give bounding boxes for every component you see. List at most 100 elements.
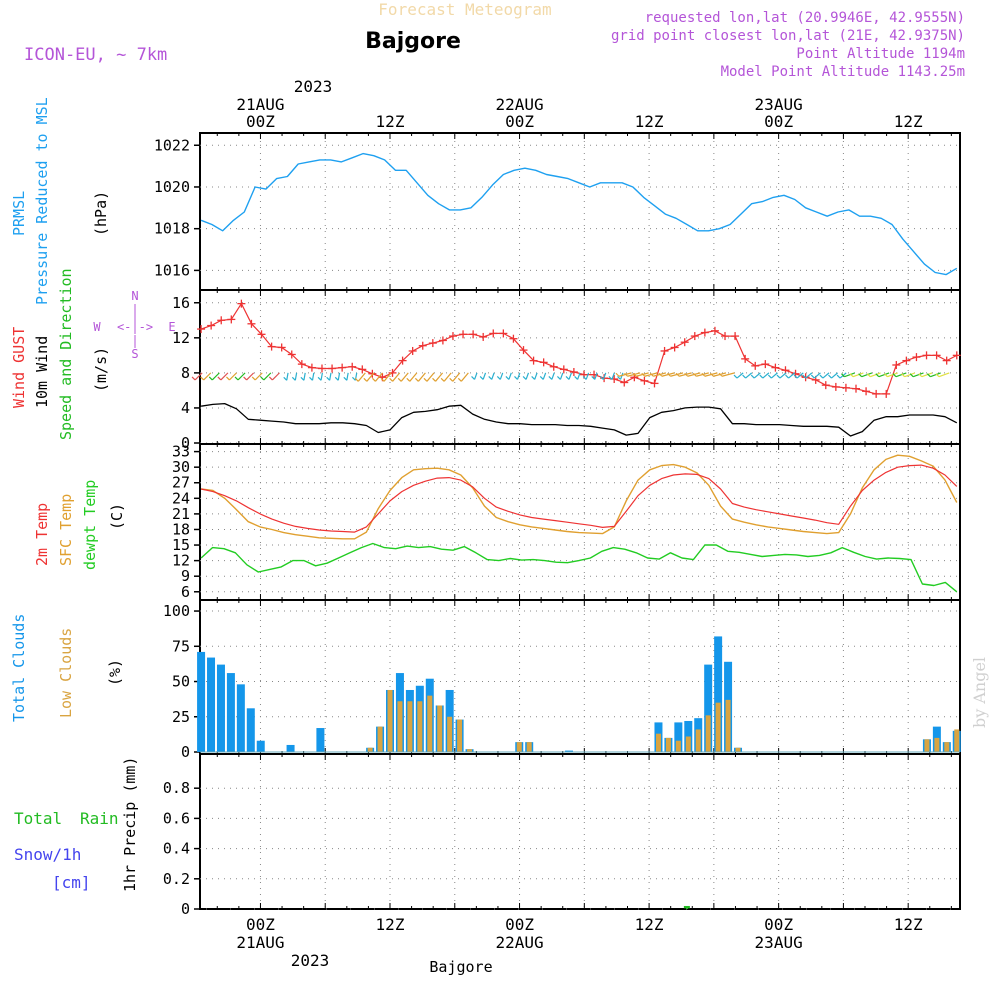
total-cloud-bar: [246, 708, 255, 752]
wind-arrow-head: [531, 376, 536, 380]
wind-arrow: [300, 372, 306, 381]
wind-unit: (m/s): [92, 347, 110, 392]
wind-arrow-head: [849, 373, 854, 378]
wind-arrow-shaft: [736, 372, 744, 379]
gust-marker: [539, 358, 548, 367]
wind-arrow-shaft: [861, 372, 873, 378]
total-cloud-bar: [714, 636, 723, 752]
wind-arrow-head: [742, 374, 747, 379]
wind-arrow-head: [397, 377, 402, 382]
bottom-hour-label: 00Z: [764, 915, 793, 934]
panel-3: 0 25 50 75 100: [163, 599, 961, 761]
rain-bar: [683, 905, 690, 909]
wind-arrow-shaft: [460, 372, 469, 382]
wind-arrow: [251, 372, 263, 381]
top-hour-label: 12Z: [376, 112, 405, 131]
wind-arrow-shaft: [887, 372, 898, 378]
wind-arrow-shaft: [203, 372, 212, 381]
credit-watermark: by Angel: [970, 657, 989, 728]
bottom-day-label: 21AUG: [236, 933, 284, 952]
wind-arrow-shaft: [426, 372, 435, 382]
wind-arrow-head: [208, 376, 213, 381]
wind-arrow-shaft: [568, 372, 572, 380]
top-day-label: 21AUG: [236, 95, 284, 114]
svg-text:W: W: [93, 320, 101, 334]
wind-arrow-head: [371, 377, 376, 382]
wind-arrow: [406, 372, 418, 382]
gust-marker: [207, 321, 216, 330]
panels: 1016101810201022048121669121518212427303…: [154, 132, 961, 918]
y-tick-label: 21: [172, 505, 190, 523]
y-tick-label: 4: [181, 399, 190, 417]
wind-arrow-head: [200, 376, 205, 381]
wind-arrow-shaft: [229, 372, 237, 381]
panel-frame: [199, 132, 961, 291]
bottom-hour-label: 00Z: [505, 915, 534, 934]
wind-arrow: [767, 372, 778, 379]
wind-arrow-head: [457, 377, 462, 382]
prmsl-label: PRMSL: [10, 191, 28, 236]
gust-marker: [751, 361, 760, 370]
wind-arrow: [389, 372, 401, 382]
low-cloud-bar: [447, 716, 453, 752]
wind-arrow: [317, 372, 323, 381]
wind-dir-label: Speed and Direction: [57, 268, 75, 440]
wind-arrow-head: [785, 374, 789, 379]
wind-arrow-head: [866, 373, 871, 378]
wind-arrow-head: [624, 372, 628, 377]
wind-arrow-head: [574, 376, 579, 380]
point-altitude: Point Altitude 1194m: [796, 46, 965, 62]
y-tick-label: 0.2: [163, 870, 190, 888]
y-tick-label: 50: [172, 673, 190, 691]
wind-arrow-head: [836, 374, 841, 379]
wind-arrow-shaft: [594, 372, 598, 380]
y-tick-label: 75: [172, 637, 190, 655]
wind-arrow-shaft: [220, 372, 229, 381]
wind-arrow: [414, 372, 426, 382]
wind-arrow: [810, 372, 821, 379]
gust-marker: [841, 383, 850, 392]
wind-arrow-head: [191, 376, 196, 381]
wind-label: 10m Wind: [33, 336, 51, 408]
wind-arrow-shaft: [392, 372, 401, 382]
wind-arrow-head: [522, 376, 527, 380]
y-tick-label: 0.6: [163, 809, 190, 827]
wind-arrow-head: [251, 376, 256, 381]
wind-arrow-head: [684, 372, 689, 377]
wind-arrow: [926, 372, 941, 378]
gust-marker: [922, 351, 931, 360]
wind-arrow-head: [343, 376, 348, 381]
wind-arrow: [488, 372, 495, 380]
wind-arrow-shaft: [912, 372, 924, 378]
wind-arrow-shaft: [930, 372, 941, 378]
wind-arrow-shaft: [357, 372, 366, 382]
top-time-axis: 00Z 12Z 00Z 12Z 00Z 12Z 21AUG 22AUG 23AUG: [236, 95, 923, 131]
total-cloud-bar: [207, 657, 216, 752]
wind-arrow-head: [363, 377, 368, 382]
total-cloud-bar: [197, 651, 206, 752]
wind-arrow-head: [471, 376, 475, 380]
panel-frame: [199, 599, 961, 755]
clouds-unit: (%): [106, 659, 124, 686]
bottom-time-axis: 00Z 12Z 00Z 12Z 00Z 12Z 21AUG 22AUG 23AUG: [236, 915, 923, 952]
gust-marker: [197, 325, 206, 334]
wind-arrow: [793, 372, 804, 379]
low-cloud-bar: [665, 737, 671, 752]
wind-arrow: [309, 372, 315, 381]
bottom-day-label: 22AUG: [495, 933, 543, 952]
wind-arrow: [208, 372, 220, 381]
temp2m-label: 2m Temp: [33, 503, 51, 566]
gust-marker: [710, 326, 719, 335]
subtitle: Forecast Meteogram: [378, 0, 551, 19]
temp2m-line: [200, 464, 958, 533]
gust-marker: [559, 365, 568, 374]
gust-marker: [227, 315, 236, 324]
wind-arrow-head: [414, 377, 419, 382]
wind-arrow-shaft: [895, 372, 907, 378]
wind-arrow: [858, 372, 873, 378]
y-tick-label: 30: [172, 458, 190, 476]
wind-arrow-shaft: [383, 372, 392, 382]
wind-arrow: [343, 372, 349, 381]
y-tick-label: 12: [172, 552, 190, 570]
wind-arrow: [283, 372, 289, 381]
